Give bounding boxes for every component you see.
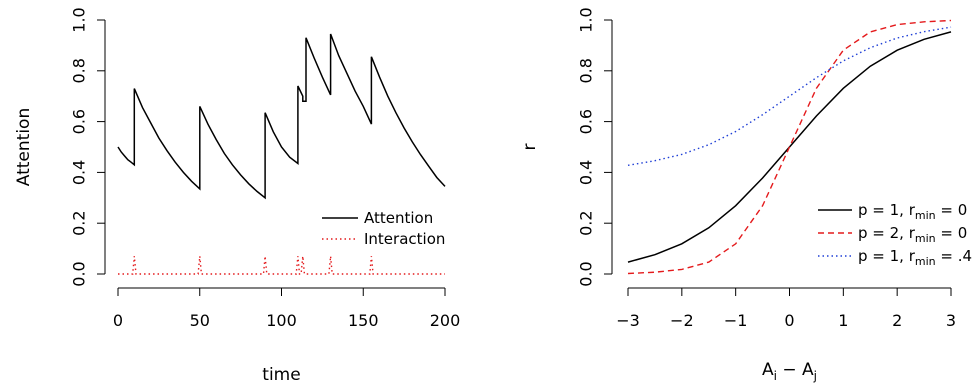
y-tick-label: 0.6 [577,109,596,134]
x-tick-label: 2 [892,311,902,330]
x-tick-label: 0 [113,311,123,330]
y-axis-title: r [520,144,540,151]
y-tick-label: 0.8 [70,58,89,83]
x-axis-title: Ai − Aj [762,360,817,383]
y-tick-label: 0.4 [577,160,596,185]
y-tick-label: 0.0 [577,261,596,286]
legend-label: p = 1, rmin = 0 [858,201,967,222]
legend-label: Attention [364,209,433,227]
series-line-1 [117,33,446,200]
series-line-2 [627,19,952,275]
x-axis-title: time [262,365,300,385]
x-tick-label: −3 [616,311,640,330]
x-tick-label: 50 [190,311,210,330]
legend-label: Interaction [364,230,445,248]
attention-time-chart: 0 50 100 150 200 0.0 0.2 0.4 0.6 0.8 1.0 time Attent… [14,7,460,385]
x-tick-label: 100 [266,311,297,330]
x-tick-label: 3 [946,311,956,330]
series-line-3 [627,26,952,166]
legend: Attention Interaction [322,209,445,248]
y-tick-label: 1.0 [70,7,89,32]
response-curve-chart: −3 −2 −1 0 1 2 3 0.0 0.2 0.4 0.6 0.8 1.0 Ai − Aj r p = … [520,7,972,383]
series-line-2 [118,256,445,275]
y-tick-label: 0.0 [70,261,89,286]
x-tick-label: −1 [724,311,748,330]
y-tick-label: 0.8 [577,58,596,83]
legend-label: p = 2, rmin = 0 [858,224,967,245]
y-tick-label: 0.4 [70,160,89,185]
x-tick-label: 200 [430,311,461,330]
x-tick-label: 0 [784,311,794,330]
y-tick-label: 0.2 [577,210,596,235]
y-tick-label: 0.6 [70,109,89,134]
legend: p = 1, rmin = 0p = 2, rmin = 0p = 1, rmi… [818,201,972,268]
y-tick-label: 1.0 [577,7,596,32]
x-tick-label: 1 [838,311,848,330]
x-tick-label: −2 [670,311,694,330]
x-tick-label: 150 [348,311,379,330]
y-axis-title: Attention [14,108,34,186]
y-tick-label: 0.2 [70,210,89,235]
legend-label: p = 1, rmin = .4 [858,247,972,268]
